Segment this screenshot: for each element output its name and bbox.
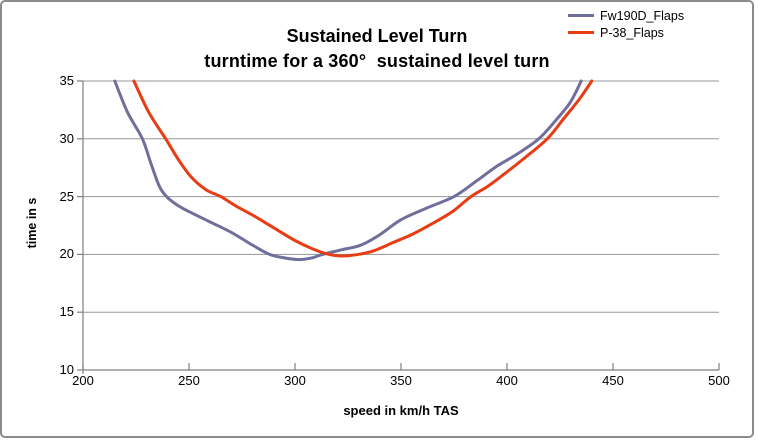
chart-title-line2: turntime for a 360° sustained level turn bbox=[204, 51, 550, 71]
p38-line-swatch bbox=[568, 31, 594, 34]
chart-title: Sustained Level Turn turntime for a 360°… bbox=[87, 24, 667, 74]
x-tick-label: 250 bbox=[178, 373, 200, 388]
x-tick-label: 400 bbox=[496, 373, 518, 388]
x-axis-title: speed in km/h TAS bbox=[343, 403, 459, 418]
plot-area bbox=[77, 79, 720, 374]
p-38-flaps-curve bbox=[132, 79, 594, 258]
legend-item-fw190d: Fw190D_Flaps bbox=[568, 7, 684, 24]
y-tick-label: 10 bbox=[59, 362, 74, 377]
x-tick-label: 200 bbox=[72, 373, 94, 388]
y-tick-label: 15 bbox=[59, 304, 74, 320]
x-tick-label: 300 bbox=[284, 373, 306, 388]
y-tick-label: 25 bbox=[59, 188, 74, 204]
chart-title-line1: Sustained Level Turn bbox=[286, 26, 468, 46]
legend: Fw190D_Flaps P-38_Flaps bbox=[568, 7, 684, 41]
fw190d-flaps-curve bbox=[113, 79, 583, 262]
legend-item-p38: P-38_Flaps bbox=[568, 24, 684, 41]
fw190d-line-swatch bbox=[568, 14, 594, 17]
x-tick-label: 350 bbox=[390, 373, 412, 388]
y-tick-label: 30 bbox=[59, 130, 74, 146]
legend-label-fw190d: Fw190D_Flaps bbox=[600, 8, 685, 23]
legend-label-p38: P-38_Flaps bbox=[600, 25, 664, 40]
x-tick-label: 500 bbox=[708, 373, 730, 388]
y-tick-label: 20 bbox=[59, 246, 74, 262]
y-tick-label: 35 bbox=[59, 73, 74, 88]
x-tick-label: 450 bbox=[602, 373, 624, 388]
